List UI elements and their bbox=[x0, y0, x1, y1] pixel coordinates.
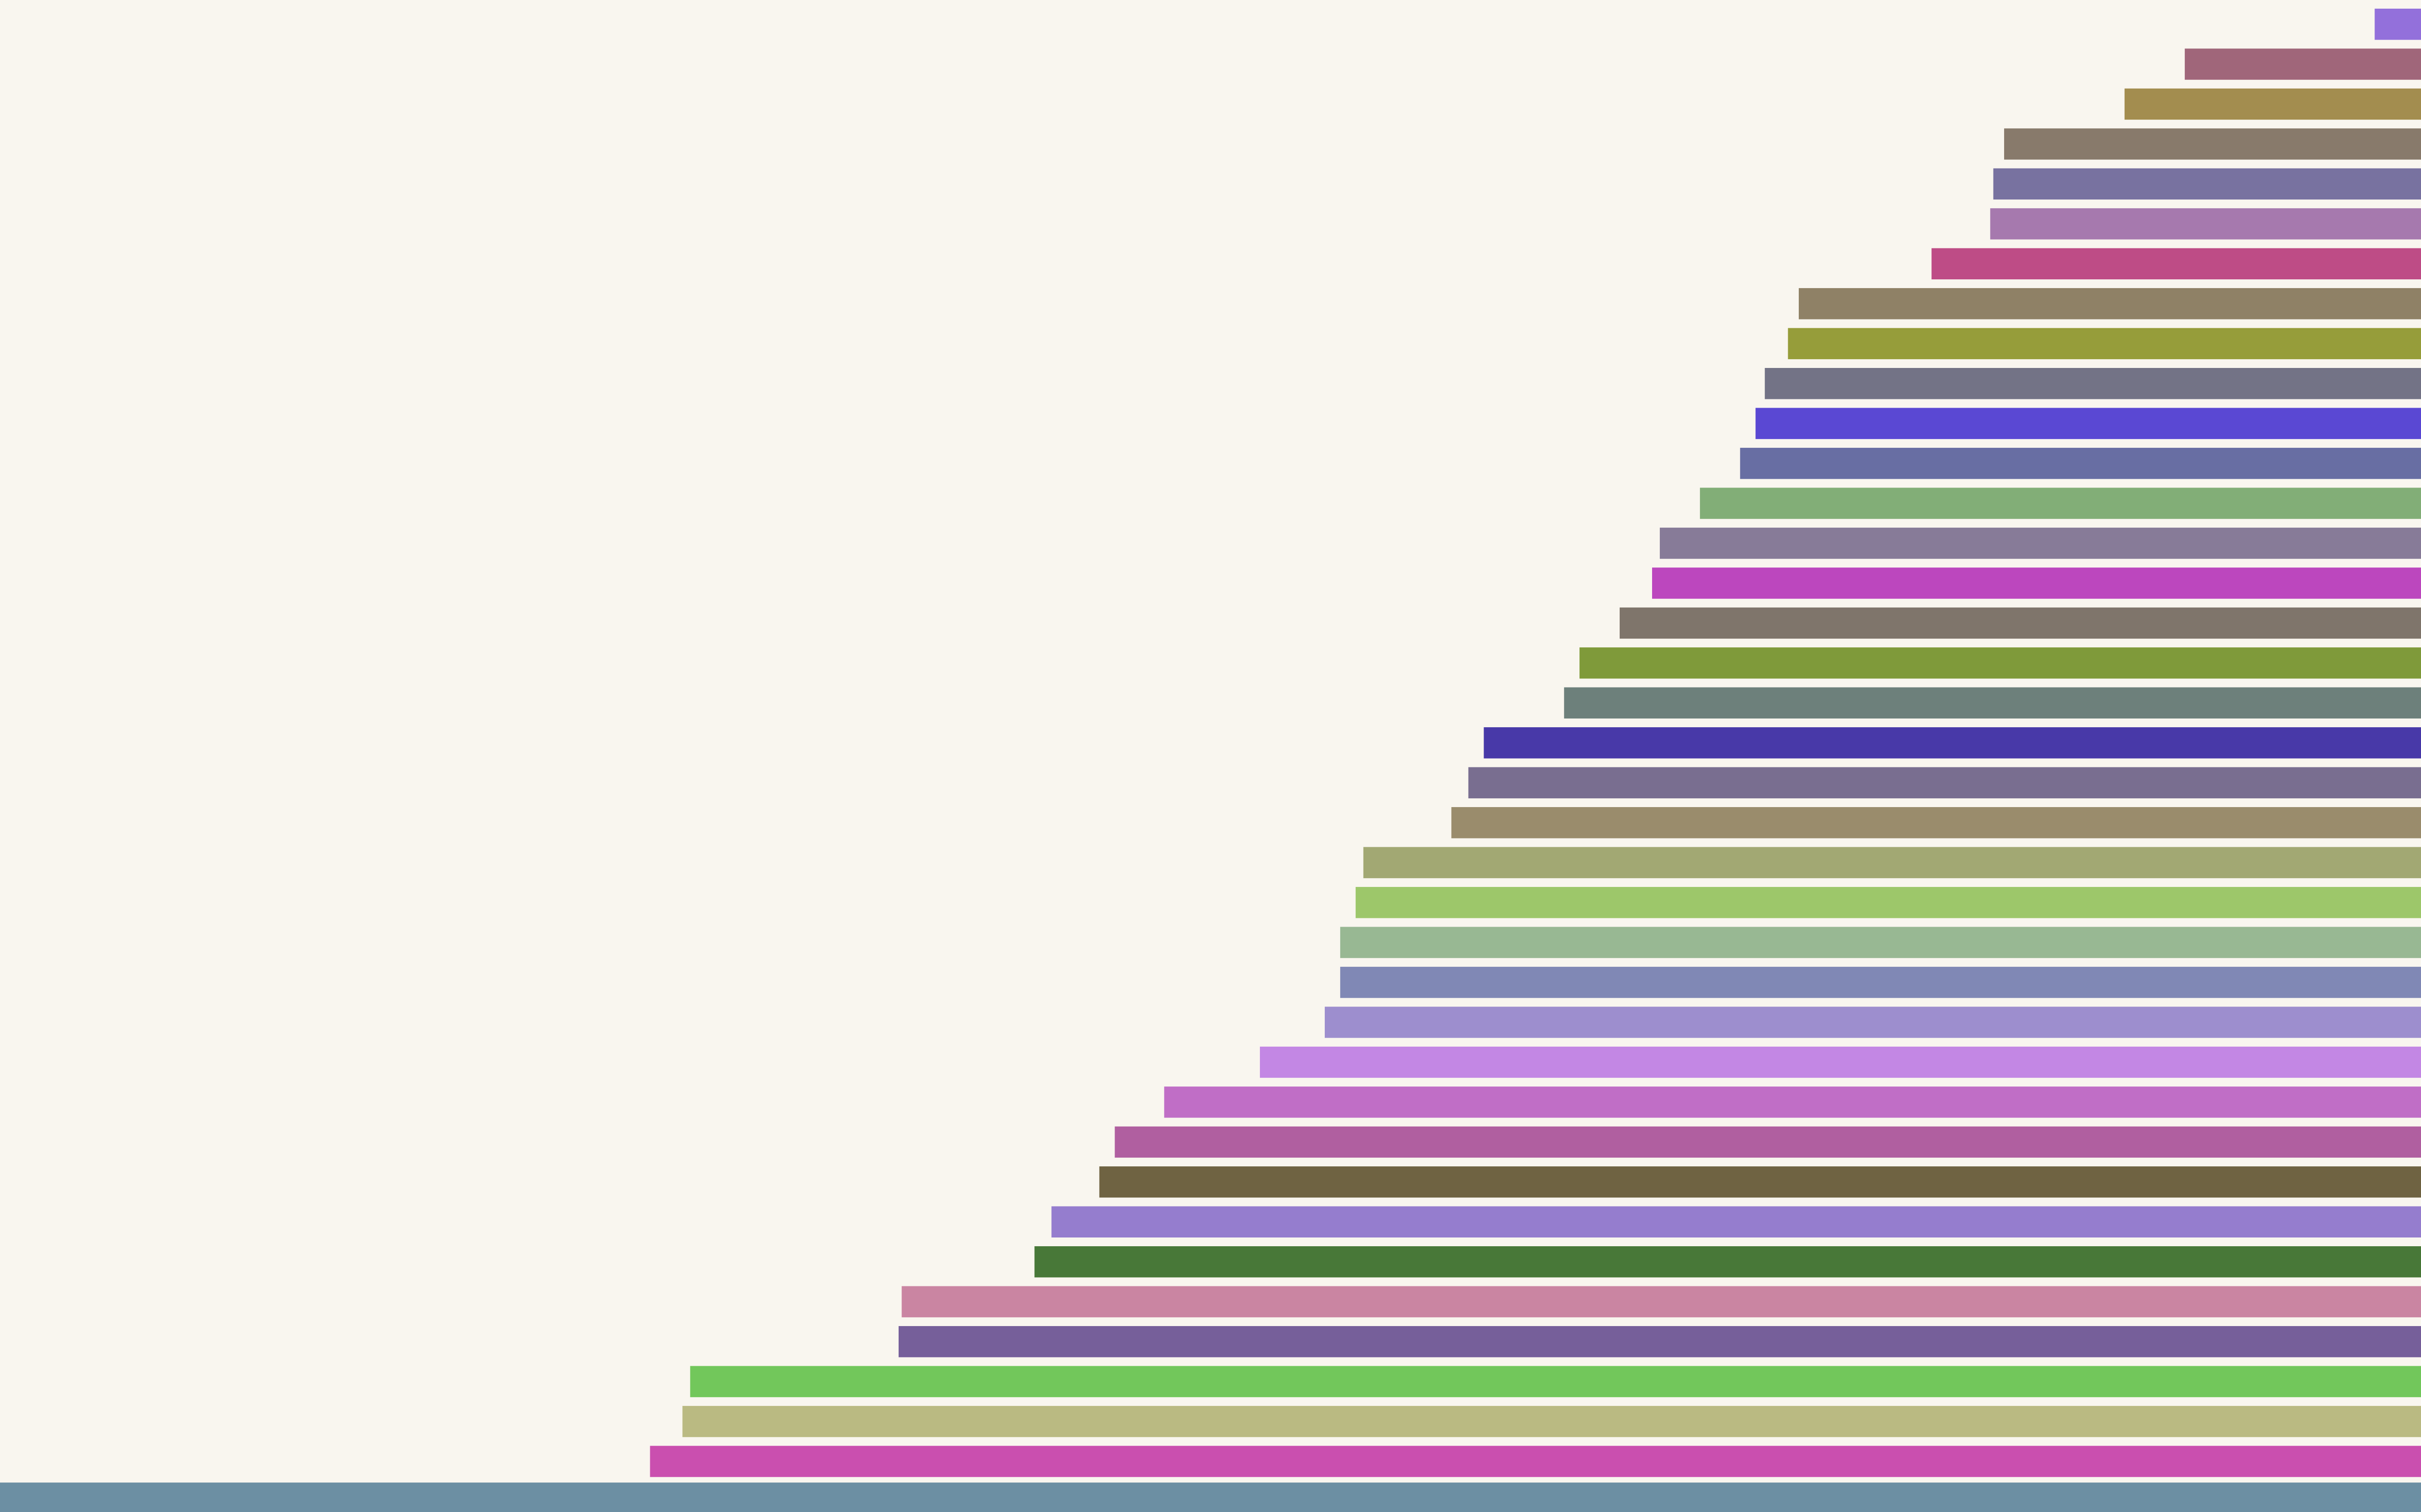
bar-11 bbox=[1755, 408, 2421, 439]
bar-6 bbox=[1990, 208, 2421, 240]
bar-18 bbox=[1564, 687, 2421, 719]
bar-35 bbox=[690, 1366, 2421, 1397]
bar-16 bbox=[1620, 607, 2421, 639]
bar-32 bbox=[1034, 1246, 2421, 1278]
bar-1 bbox=[2375, 8, 2421, 40]
bar-7 bbox=[1931, 248, 2421, 280]
bar-19 bbox=[1484, 727, 2421, 759]
bar-34 bbox=[898, 1326, 2421, 1358]
bar-2 bbox=[2185, 48, 2421, 80]
bar-13 bbox=[1700, 488, 2421, 519]
bar-8 bbox=[1798, 288, 2421, 320]
bar-5 bbox=[1993, 168, 2421, 200]
bar-3 bbox=[2124, 88, 2421, 120]
bar-25 bbox=[1340, 966, 2421, 998]
bar-4 bbox=[2004, 128, 2421, 160]
bar-20 bbox=[1468, 767, 2421, 798]
bar-30 bbox=[1099, 1166, 2421, 1198]
bar-27 bbox=[1260, 1046, 2421, 1078]
bar-36 bbox=[682, 1405, 2421, 1437]
bar-24 bbox=[1340, 927, 2421, 958]
bar-37 bbox=[650, 1446, 2421, 1477]
bar-15 bbox=[1652, 567, 2421, 599]
bar-10 bbox=[1764, 368, 2421, 399]
bar-31 bbox=[1051, 1206, 2421, 1237]
bar-17 bbox=[1579, 647, 2421, 679]
bar-33 bbox=[902, 1286, 2421, 1317]
bar-12 bbox=[1740, 447, 2421, 479]
bar-28 bbox=[1164, 1086, 2421, 1118]
bars-group bbox=[0, 8, 2421, 1512]
bar-22 bbox=[1363, 847, 2421, 878]
bar-21 bbox=[1451, 807, 2421, 839]
bar-29 bbox=[1115, 1126, 2421, 1158]
bar-9 bbox=[1788, 328, 2421, 359]
bar-26 bbox=[1324, 1007, 2421, 1038]
bar-38 bbox=[0, 1482, 2421, 1512]
bar-14 bbox=[1659, 527, 2421, 559]
bar-23 bbox=[1355, 886, 2421, 918]
